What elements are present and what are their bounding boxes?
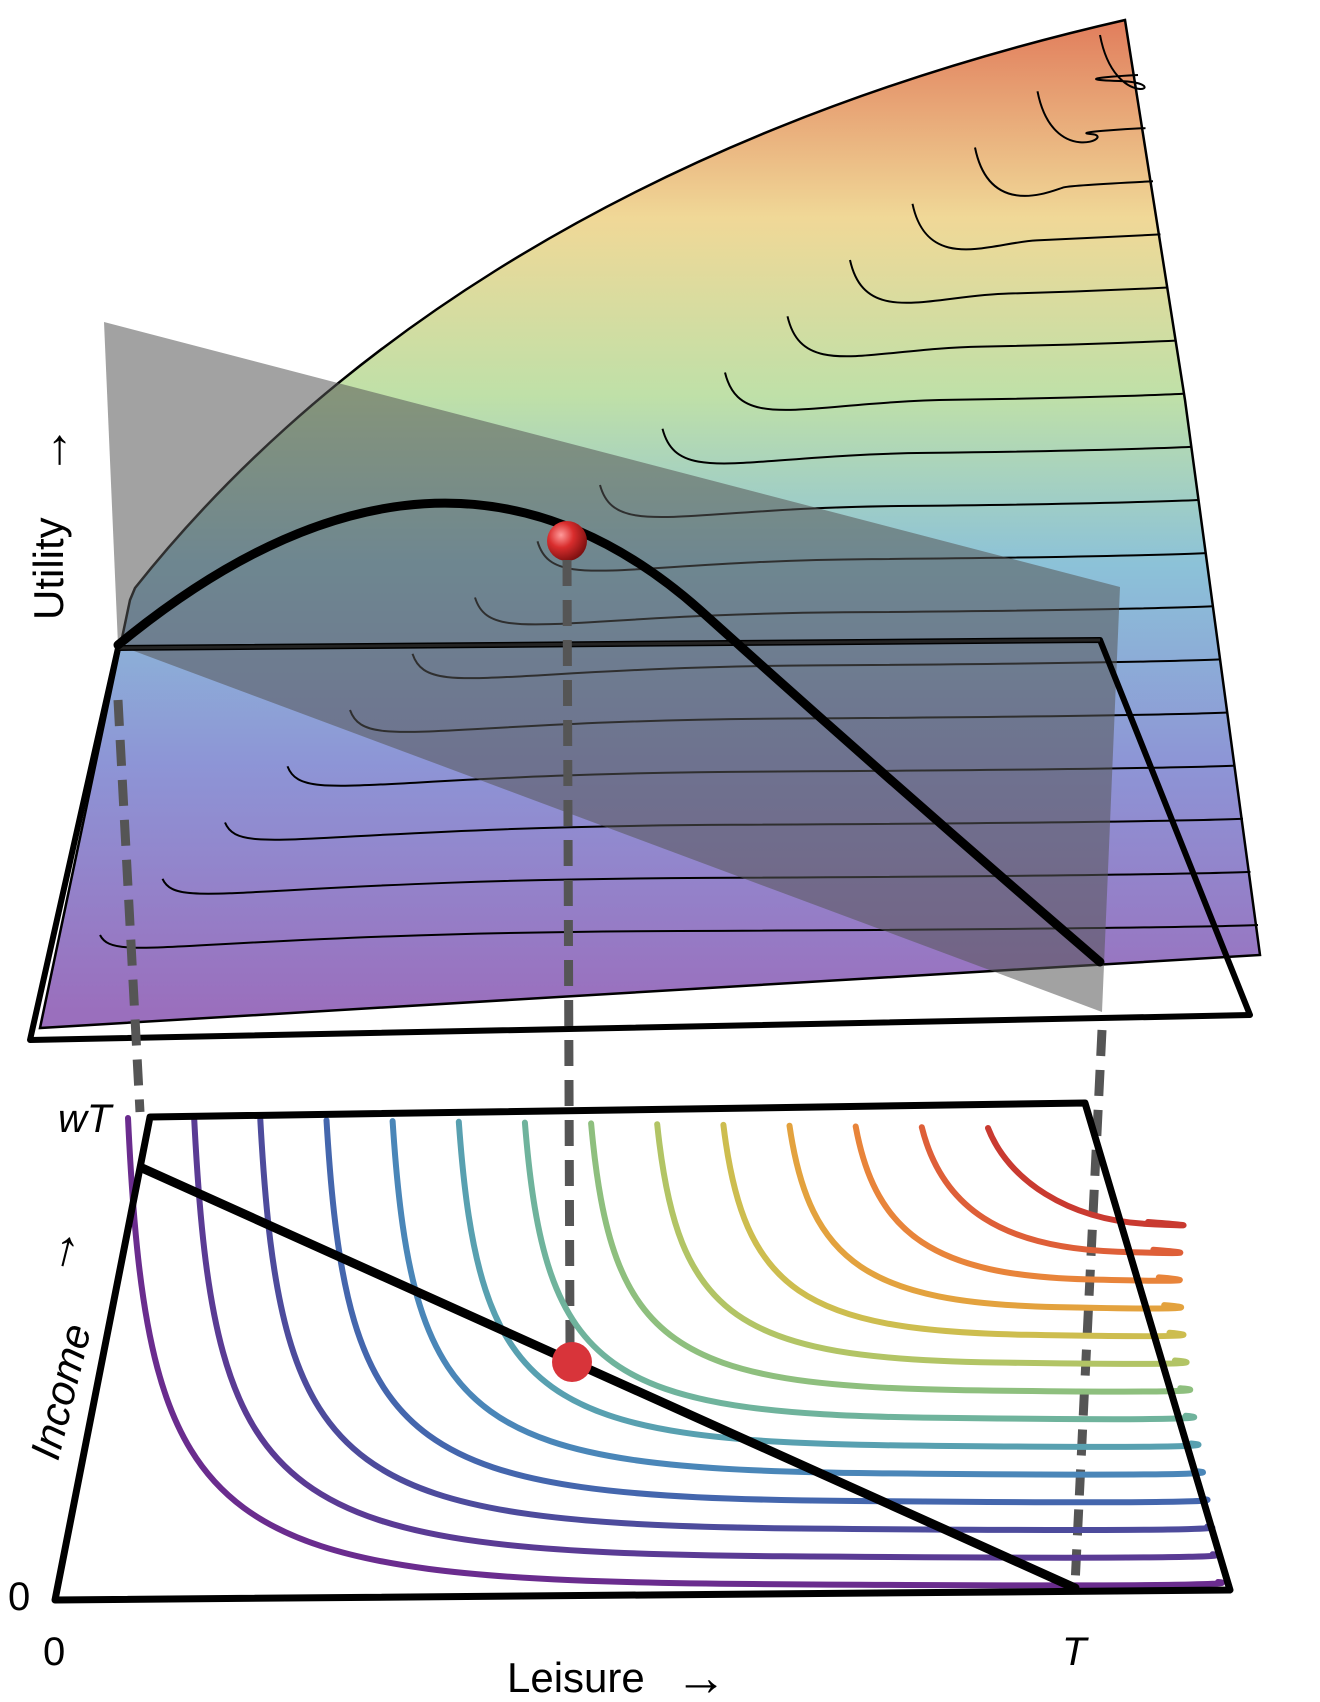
income-axis-arrow-group: → — [24, 1219, 90, 1281]
utility-contour-line — [724, 372, 1184, 411]
utility-contour-line — [161, 870, 1251, 895]
projection-line-right — [1070, 1029, 1107, 1586]
income-origin-label: 0 — [8, 1575, 30, 1619]
leisure-max-label: T — [1062, 1630, 1089, 1674]
utility-axis-label: Utility — [25, 517, 72, 620]
utility-optimum-point — [547, 521, 587, 561]
indifference-curve — [720, 1121, 1187, 1340]
floor-back-edge — [117, 638, 1101, 650]
utility-contour-line — [974, 147, 1154, 197]
utility-contour-line — [786, 316, 1176, 358]
indifference-curves — [125, 1115, 1226, 1589]
indifference-curve — [985, 1125, 1187, 1229]
utility-contour-line — [99, 924, 1259, 949]
indifference-curve — [455, 1118, 1202, 1450]
utility-axis-label-group: Utility — [25, 517, 72, 620]
indifference-curve — [191, 1115, 1221, 1561]
projection-line-optimum — [562, 559, 575, 1346]
indifference-map-frame — [51, 1099, 1234, 1604]
leisure-axis-arrow: → — [675, 1649, 727, 1702]
indifference-curve — [125, 1115, 1226, 1589]
utility-contour-line — [661, 428, 1191, 465]
indifference-curve — [654, 1121, 1190, 1367]
indifference-curve — [588, 1120, 1194, 1395]
indifference-curve — [852, 1123, 1183, 1284]
budget-plane — [104, 322, 1120, 1012]
utility-budget-curve — [113, 498, 1105, 967]
utility-contour-line — [1036, 91, 1146, 144]
utility-contour-line — [911, 203, 1161, 251]
utility-contour-lines — [99, 34, 1259, 949]
utility-contour-line — [849, 259, 1169, 304]
leisure-axis-label: Leisure — [507, 1654, 645, 1701]
utility-axis-arrow: → — [23, 425, 79, 475]
indifference-map — [51, 1099, 1234, 1604]
income-max-label: wT — [58, 1097, 114, 1141]
indifference-curve — [521, 1119, 1198, 1423]
income-axis-arrow: → — [24, 1219, 90, 1281]
projection-line-left — [113, 699, 145, 1113]
indifference-curve — [786, 1122, 1185, 1312]
indifference-curve — [918, 1124, 1184, 1257]
utility-contour-line — [1095, 34, 1146, 90]
income-optimum-point — [552, 1342, 592, 1382]
projection-lines — [113, 559, 1107, 1586]
leisure-origin-label: 0 — [43, 1630, 65, 1674]
utility-axis-arrow-group: → — [23, 425, 79, 475]
indifference-curve — [389, 1118, 1206, 1478]
budget-line — [137, 1163, 1080, 1593]
